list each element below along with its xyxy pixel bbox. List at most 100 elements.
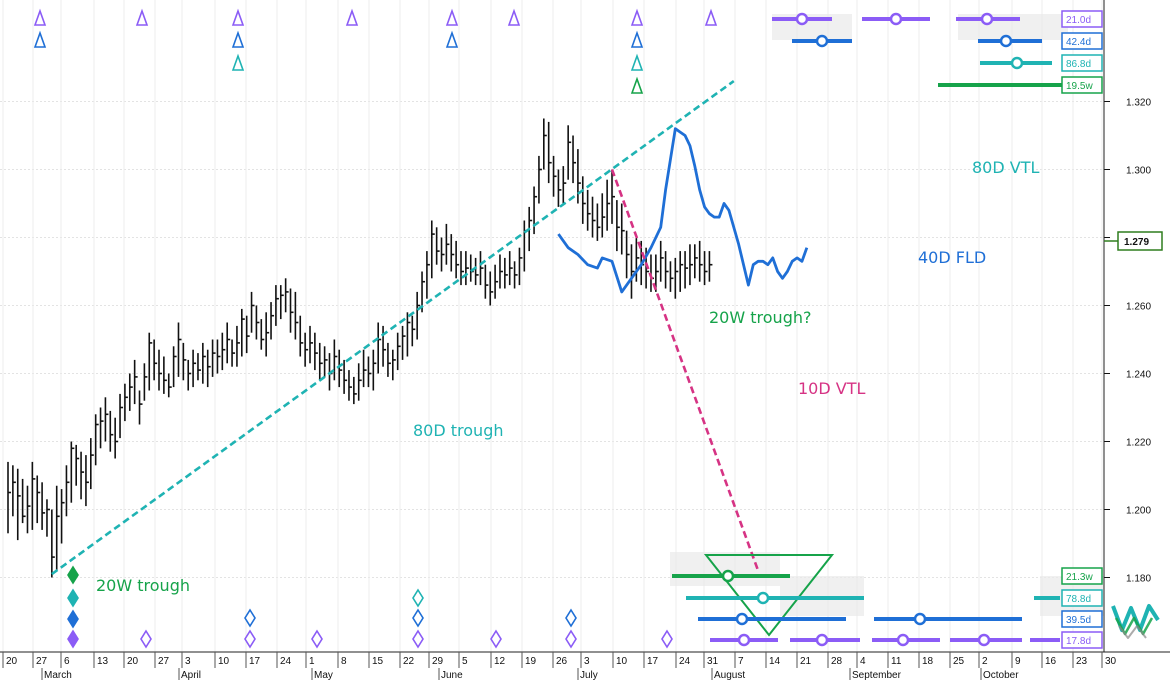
price-bar bbox=[16, 468, 21, 541]
y-tick-label: 1.240 bbox=[1126, 370, 1151, 381]
phase-circle-icon bbox=[756, 591, 770, 605]
price-bar bbox=[572, 135, 577, 184]
price-bar bbox=[460, 251, 465, 286]
price-bar bbox=[343, 359, 348, 394]
x-tick-label: 27 bbox=[36, 656, 48, 667]
x-tick-label: 26 bbox=[556, 656, 568, 667]
indicator-lines bbox=[51, 80, 809, 576]
price-bar bbox=[557, 169, 562, 207]
x-month-label: June bbox=[441, 670, 463, 681]
price-bar bbox=[426, 251, 430, 299]
y-tick-label: 1.180 bbox=[1126, 574, 1151, 585]
price-bar bbox=[698, 240, 703, 282]
cycle-period-badge: 42.4d bbox=[1061, 32, 1103, 50]
price-bar bbox=[284, 278, 289, 313]
y-tick-label: 1.260 bbox=[1126, 302, 1151, 313]
price-bar bbox=[153, 339, 158, 381]
price-bar bbox=[581, 176, 586, 224]
x-tick-label: 9 bbox=[1015, 656, 1021, 667]
price-bar bbox=[538, 155, 542, 204]
price-bar bbox=[221, 332, 226, 371]
cycle-triangle-icon bbox=[507, 8, 521, 26]
badge-label: 17.8d bbox=[1066, 636, 1091, 647]
price-bar bbox=[357, 363, 362, 401]
cycle-triangle-icon bbox=[630, 76, 644, 94]
price-bar bbox=[241, 308, 245, 357]
cycle-triangle-icon bbox=[33, 30, 47, 48]
phase-circle-icon bbox=[737, 633, 751, 647]
price-bar bbox=[202, 342, 206, 384]
price-bar bbox=[119, 393, 124, 439]
price-bar bbox=[85, 455, 89, 507]
price-bar bbox=[294, 291, 299, 340]
price-bar bbox=[499, 254, 503, 289]
price-bar bbox=[65, 465, 70, 517]
price-bar bbox=[75, 444, 80, 486]
price-bar bbox=[245, 315, 250, 354]
price-bar bbox=[620, 203, 625, 255]
price-bar bbox=[275, 285, 279, 326]
price-bar bbox=[504, 257, 508, 289]
price-bar bbox=[494, 264, 499, 299]
price-bar bbox=[109, 410, 114, 452]
annotation-20w-trough-question: 20W trough? bbox=[709, 308, 811, 327]
current-price-badge: 1.279 bbox=[1104, 231, 1163, 251]
x-month-label: August bbox=[714, 670, 745, 681]
badge-label: 21.3w bbox=[1066, 572, 1093, 583]
price-bar bbox=[518, 247, 523, 286]
price-bar bbox=[172, 346, 177, 388]
price-bar bbox=[158, 349, 163, 391]
series-80d-vtl bbox=[51, 80, 735, 576]
y-tick-label: 1.220 bbox=[1126, 438, 1151, 449]
x-tick-label: 17 bbox=[647, 656, 659, 667]
price-bar bbox=[7, 461, 11, 534]
price-bar bbox=[323, 346, 328, 377]
price-bar bbox=[659, 240, 664, 282]
price-bar bbox=[684, 251, 689, 289]
price-bar bbox=[31, 461, 36, 530]
price-bar bbox=[596, 203, 601, 241]
y-tick-label: 1.320 bbox=[1126, 98, 1151, 109]
badge-box bbox=[1061, 10, 1103, 28]
price-bar bbox=[260, 319, 265, 350]
cycle-diamond-icon bbox=[490, 629, 502, 649]
price-bar bbox=[416, 291, 421, 340]
price-bar bbox=[60, 489, 65, 544]
price-bar bbox=[94, 414, 99, 466]
x-tick-label: 30 bbox=[1105, 656, 1117, 667]
price-bar bbox=[392, 349, 396, 381]
price-bar bbox=[197, 353, 201, 381]
phase-circle-icon bbox=[735, 612, 749, 626]
price-bar bbox=[318, 342, 323, 381]
cycle-triangle-icon bbox=[231, 8, 245, 26]
x-tick-label: 3 bbox=[584, 656, 590, 667]
price-bar bbox=[231, 339, 236, 367]
price-bar bbox=[99, 407, 104, 449]
x-month-label: October bbox=[983, 670, 1019, 681]
cycle-triangle-icon bbox=[445, 30, 459, 48]
price-bar bbox=[289, 288, 294, 333]
price-bar bbox=[601, 193, 606, 238]
x-tick-label: 4 bbox=[860, 656, 866, 667]
badge-box bbox=[1061, 32, 1103, 50]
price-bar bbox=[163, 356, 167, 394]
cycle-triangle-icon bbox=[231, 30, 245, 48]
price-bar bbox=[430, 220, 435, 279]
cycle-diamond-icon bbox=[67, 565, 79, 585]
x-tick-label: 17 bbox=[249, 656, 261, 667]
price-bar bbox=[255, 305, 260, 340]
price-bar bbox=[382, 325, 387, 367]
x-tick-label: 22 bbox=[403, 656, 415, 667]
x-tick-label: 11 bbox=[891, 656, 902, 667]
cycle-diamond-icon bbox=[412, 588, 424, 608]
cycle-period-badge: 39.5d bbox=[1061, 610, 1103, 628]
y-tick-label: 1.300 bbox=[1126, 166, 1151, 177]
price-bar bbox=[216, 339, 221, 374]
phase-circle-icon bbox=[795, 12, 809, 26]
price-bar bbox=[586, 189, 591, 231]
price-bar bbox=[372, 349, 377, 391]
cycle-diamond-icon bbox=[661, 629, 673, 649]
x-tick-label: 14 bbox=[769, 656, 781, 667]
cycle-diamond-icon bbox=[67, 629, 79, 649]
